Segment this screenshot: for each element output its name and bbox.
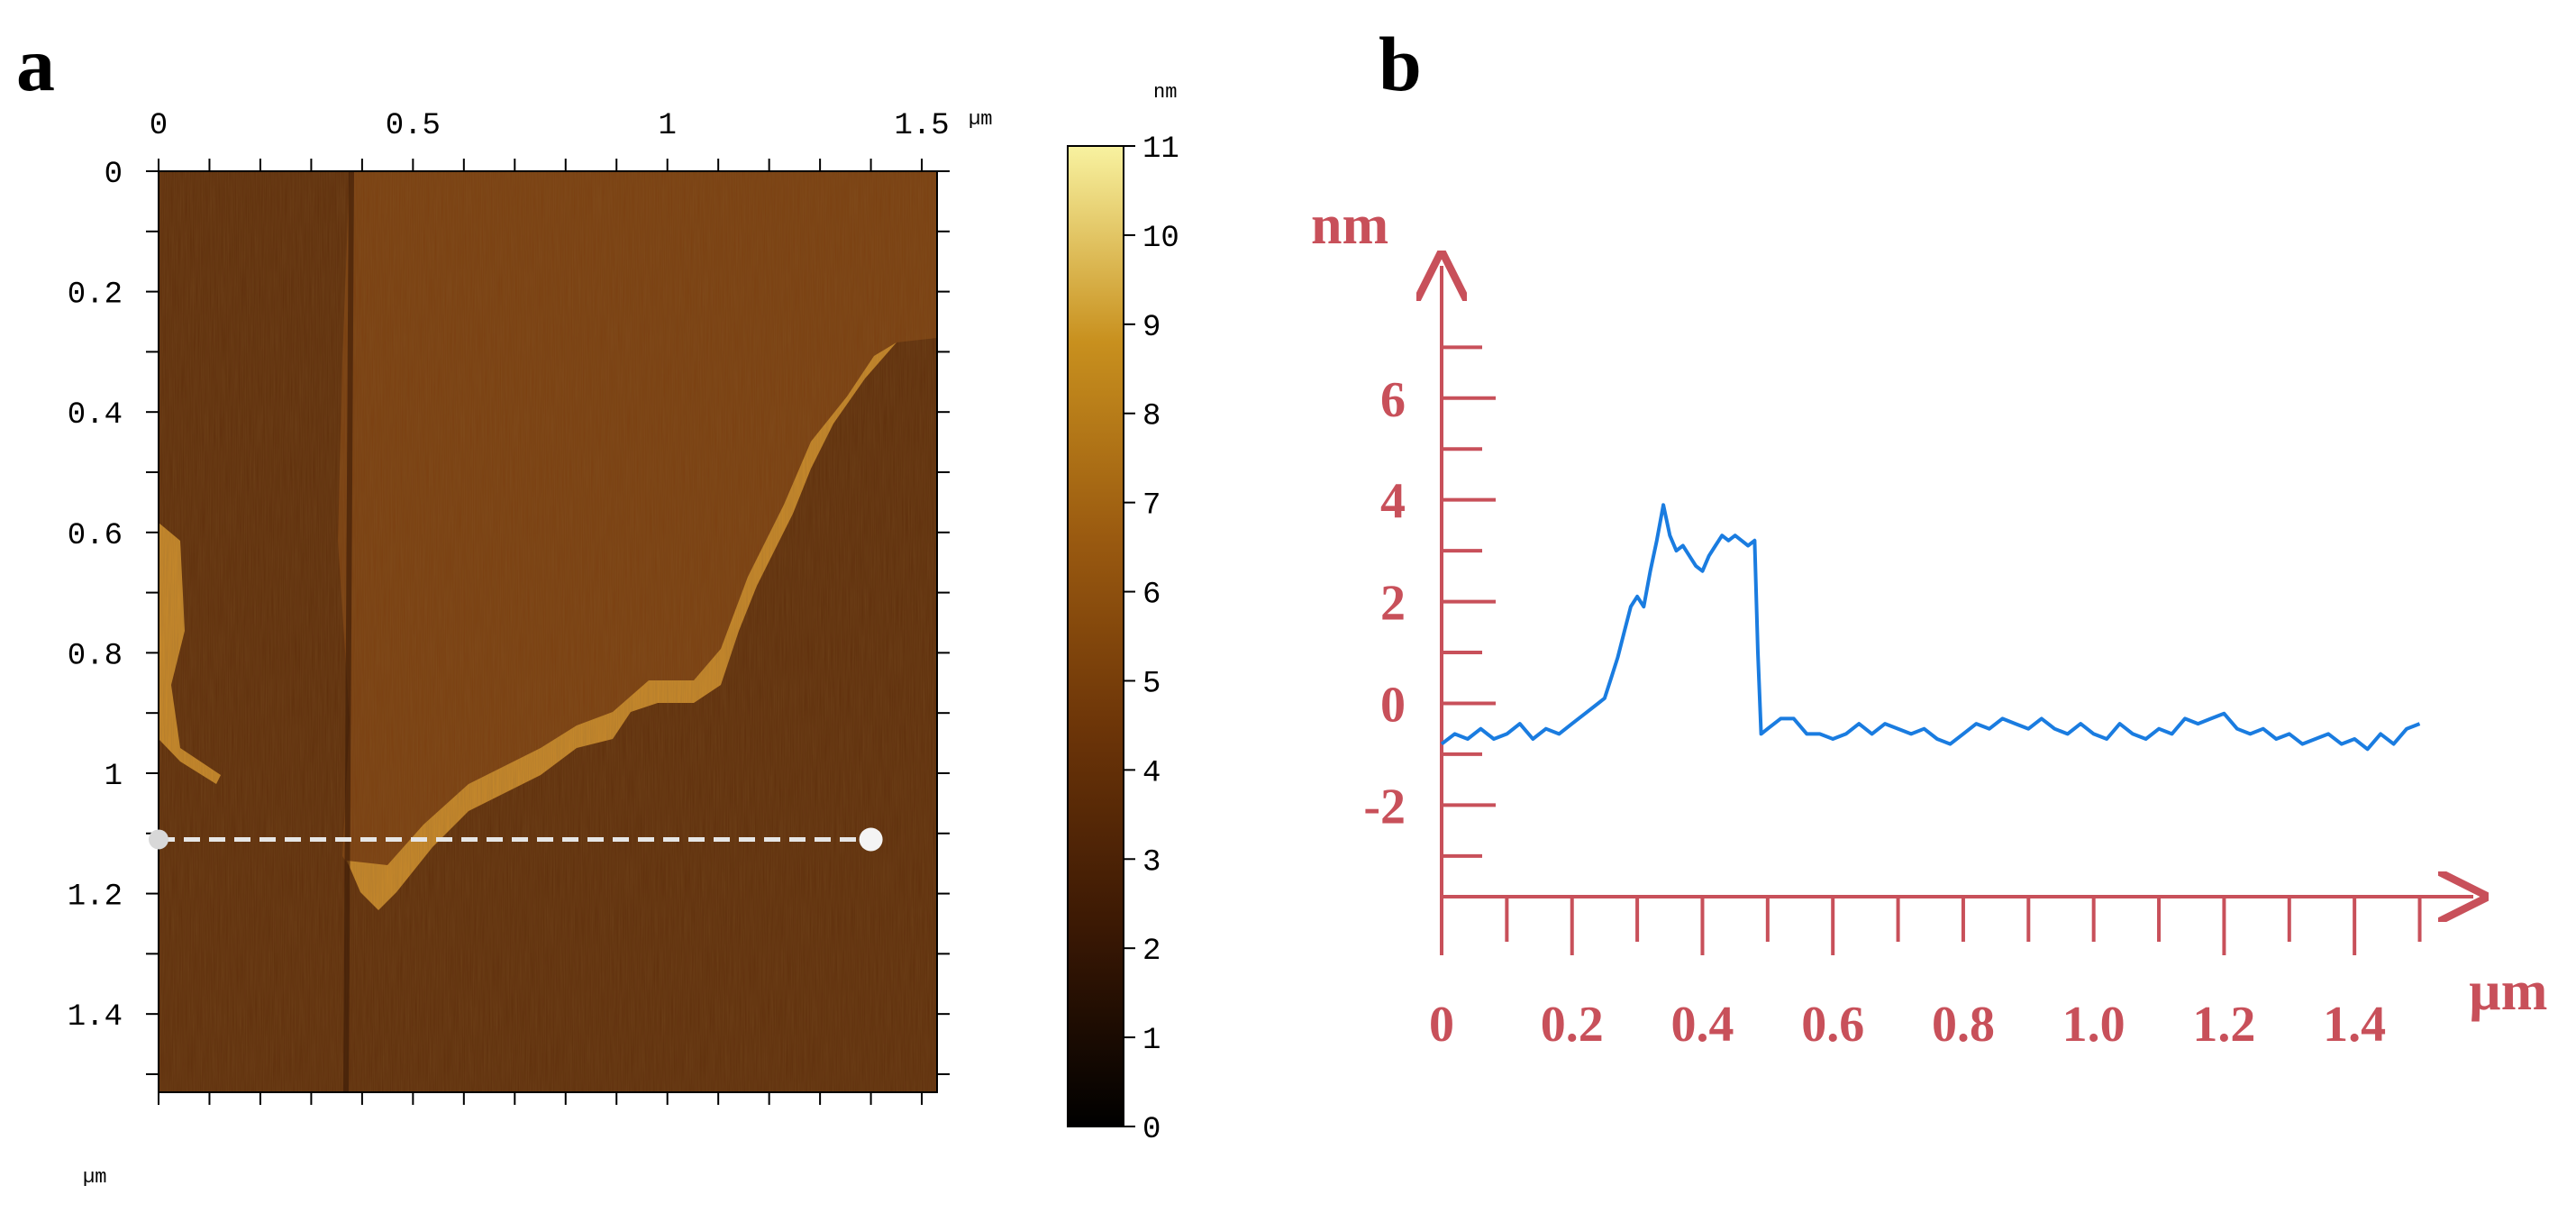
- profile-panel: nm µm 0 0.2 0.4 0.6 0.8 1.0 1.2 1.4 6 4 2 0 -2: [1311, 195, 2547, 1053]
- profile-x-tick-label: 0: [1429, 997, 1454, 1053]
- afm-x-tick-label: 1: [659, 109, 677, 143]
- panel-label-b: b: [1379, 21, 1422, 107]
- afm-y-tick-label: 0: [105, 158, 123, 192]
- profile-y-tick-label: 4: [1380, 474, 1406, 530]
- profile-y-tick-label: 6: [1380, 372, 1406, 428]
- colorbar-tick-label: 1: [1142, 1024, 1161, 1058]
- colorbar-tick-label: 8: [1142, 400, 1161, 434]
- afm-image-frame: [158, 170, 938, 1093]
- colorbar-tick-label: 6: [1142, 579, 1161, 613]
- afm-y-tick-label: 1.2: [68, 880, 123, 915]
- afm-y-unit: µm: [83, 1166, 106, 1189]
- surface-texture: [159, 171, 937, 1092]
- afm-height-image: [159, 171, 937, 1092]
- colorbar-gradient: [1067, 145, 1124, 1127]
- y-axis-unit: nm: [1311, 195, 1388, 256]
- afm-y-tick-label: 0.4: [68, 398, 123, 433]
- colorbar-tick-label: 9: [1142, 311, 1161, 345]
- profile-y-tick-label: 2: [1380, 576, 1406, 632]
- colorbar-tick-label: 4: [1142, 756, 1161, 790]
- profile-y-tick-label: 0: [1380, 677, 1406, 733]
- profile-x-tick-label: 1.0: [2062, 997, 2125, 1053]
- profile-x-tick-label: 1.4: [2323, 997, 2386, 1053]
- profile-y-tick-label: -2: [1363, 779, 1406, 835]
- profile-x-tick-label: 0.4: [1670, 997, 1734, 1053]
- afm-panel: 0 0.5 1 1.5 0 0.2 0.4 0.6 0.8 1 1.2 1.4 µm µm nm 1…: [68, 81, 1179, 1189]
- colorbar-unit: nm: [1153, 81, 1177, 104]
- scan-artifact: [343, 171, 354, 1092]
- afm-x-unit: µm: [969, 108, 992, 131]
- colorbar-tick-label: 10: [1142, 222, 1179, 256]
- panel-label-a: a: [16, 21, 55, 107]
- profile-line: [149, 827, 883, 852]
- x-axis-unit: µm: [2469, 961, 2547, 1022]
- colorbar-tick-label: 2: [1142, 935, 1161, 969]
- profile-x-tick-label: 0.8: [1932, 997, 1995, 1053]
- afm-y-tick-label: 0.2: [68, 278, 123, 313]
- afm-y-tick-label: 0.6: [68, 519, 123, 553]
- height-profile-line: [1440, 503, 2421, 752]
- profile-y-ticks: 6 4 2 0 -2: [1363, 345, 1496, 858]
- afm-x-tick-label: 0: [150, 109, 168, 143]
- afm-y-tick-label: 0.8: [68, 639, 123, 673]
- profile-x-ticks: 0 0.2 0.4 0.6 0.8 1.0 1.2 1.4: [1429, 897, 2422, 1053]
- afm-y-tick-label: 1: [105, 760, 123, 794]
- afm-y-axis: 0 0.2 0.4 0.6 0.8 1 1.2 1.4: [68, 158, 950, 1075]
- afm-x-axis: 0 0.5 1 1.5: [150, 109, 950, 1105]
- profile-x-tick-label: 1.2: [2192, 997, 2255, 1053]
- colorbar-tick-label: 3: [1142, 845, 1161, 880]
- profile-start-marker: [149, 829, 168, 850]
- colorbar-tick-label: 7: [1142, 489, 1161, 524]
- colorbar-tick-label: 0: [1142, 1113, 1161, 1147]
- colorbar-tick-label: 5: [1142, 667, 1161, 701]
- afm-x-tick-label: 0.5: [386, 109, 441, 143]
- afm-x-tick-label: 1.5: [894, 109, 949, 143]
- afm-y-tick-label: 1.4: [68, 1000, 123, 1035]
- profile-x-tick-label: 0.6: [1801, 997, 1864, 1053]
- colorbar-tick-label: 11: [1142, 132, 1179, 167]
- profile-x-tick-label: 0.2: [1541, 997, 1604, 1053]
- profile-end-marker: [859, 827, 883, 852]
